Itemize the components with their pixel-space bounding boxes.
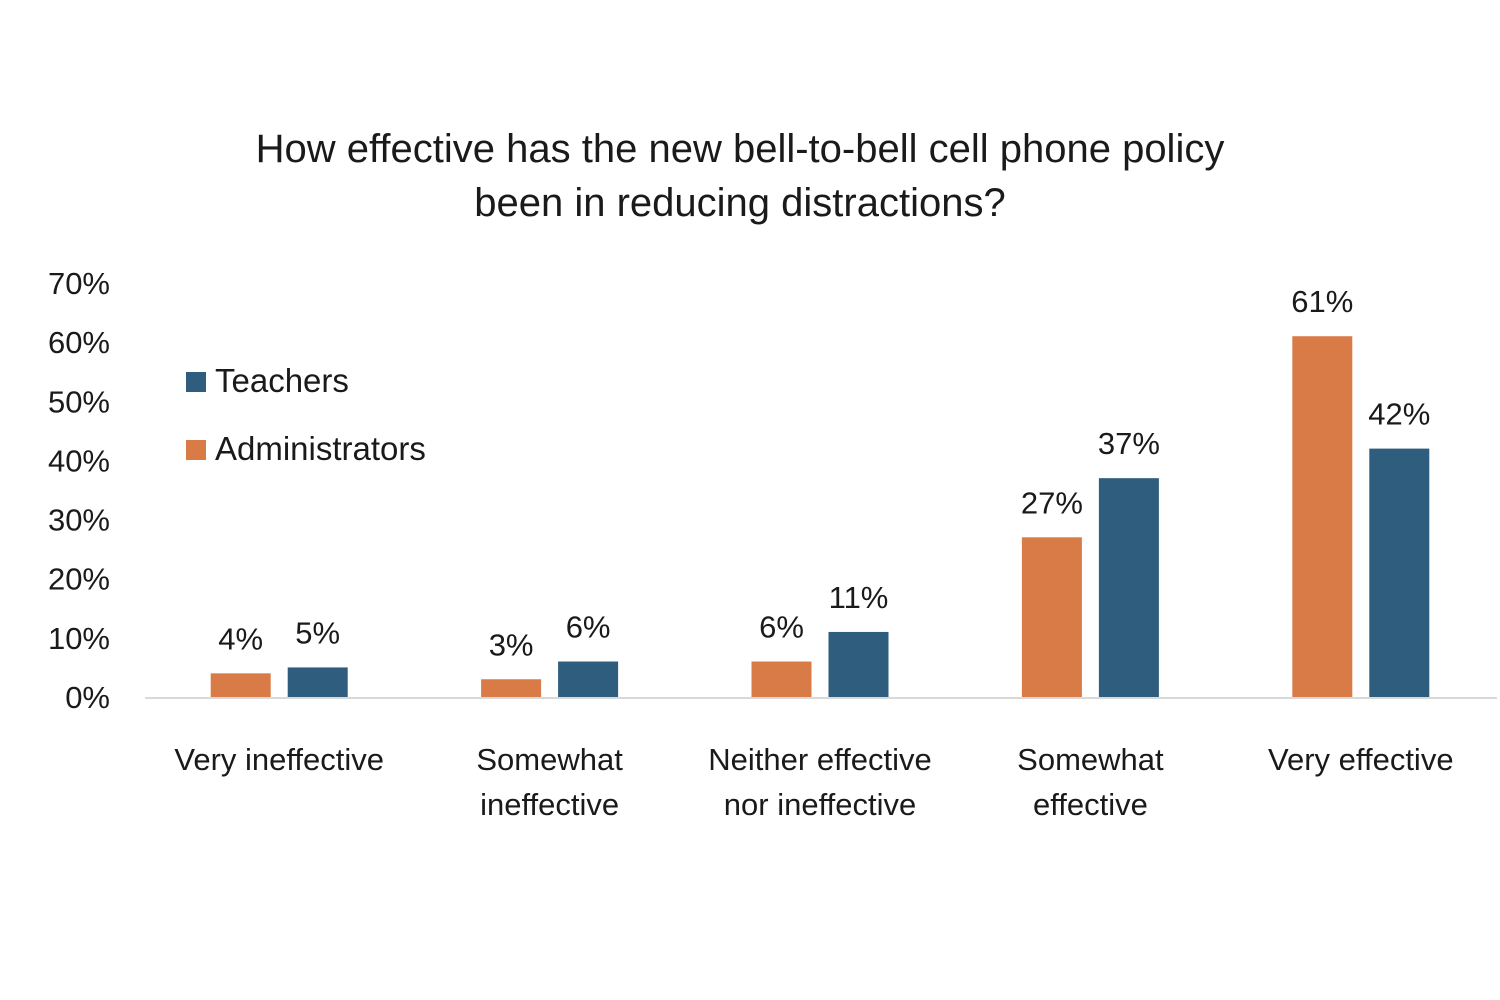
data-label-administrators: 6% [759, 610, 804, 645]
x-category-label: effective [1033, 787, 1148, 822]
bar-administrators [751, 661, 812, 697]
y-tick-label: 40% [48, 443, 110, 478]
legend-label-teachers: Teachers [215, 362, 349, 399]
data-label-administrators: 4% [218, 621, 263, 656]
legend-swatch-teachers [186, 372, 206, 392]
data-label-teachers: 11% [829, 580, 889, 615]
chart-title-line-2: been in reducing distractions? [474, 181, 1006, 225]
x-category-label: Very ineffective [174, 742, 384, 777]
bar-teachers [1098, 478, 1159, 697]
x-category-label: Somewhat [476, 742, 623, 777]
y-tick-label: 30% [48, 503, 110, 538]
chart-title: How effective has the new bell-to-bell c… [140, 122, 1340, 230]
x-category-label: Neither effective [708, 742, 931, 777]
bar-teachers [828, 631, 889, 697]
y-tick-label: 20% [48, 562, 110, 597]
bar-administrators [481, 679, 542, 697]
data-label-administrators: 3% [489, 627, 534, 662]
bar-teachers [287, 667, 348, 697]
y-tick-label: 0% [65, 680, 110, 715]
y-tick-label: 70% [48, 266, 110, 301]
data-label-administrators: 27% [1021, 485, 1083, 520]
bar-administrators [1021, 537, 1082, 697]
bar-teachers [1369, 448, 1430, 697]
y-tick-label: 60% [48, 325, 110, 360]
y-tick-label: 10% [48, 621, 110, 656]
x-category-label: Very effective [1268, 742, 1454, 777]
data-label-administrators: 61% [1291, 284, 1353, 319]
data-label-teachers: 5% [295, 615, 340, 650]
data-label-teachers: 37% [1098, 426, 1160, 461]
y-tick-label: 50% [48, 384, 110, 419]
x-category-label: nor ineffective [724, 787, 916, 822]
bar-administrators [210, 673, 271, 697]
data-label-teachers: 6% [566, 610, 611, 645]
legend-swatch-administrators [186, 440, 206, 460]
data-label-teachers: 42% [1368, 397, 1430, 432]
chart-title-line-1: How effective has the new bell-to-bell c… [255, 127, 1225, 171]
bar-teachers [558, 661, 619, 697]
legend-label-administrators: Administrators [215, 430, 426, 467]
x-category-label: ineffective [480, 787, 619, 822]
bar-administrators [1292, 336, 1353, 697]
x-category-label: Somewhat [1017, 742, 1164, 777]
